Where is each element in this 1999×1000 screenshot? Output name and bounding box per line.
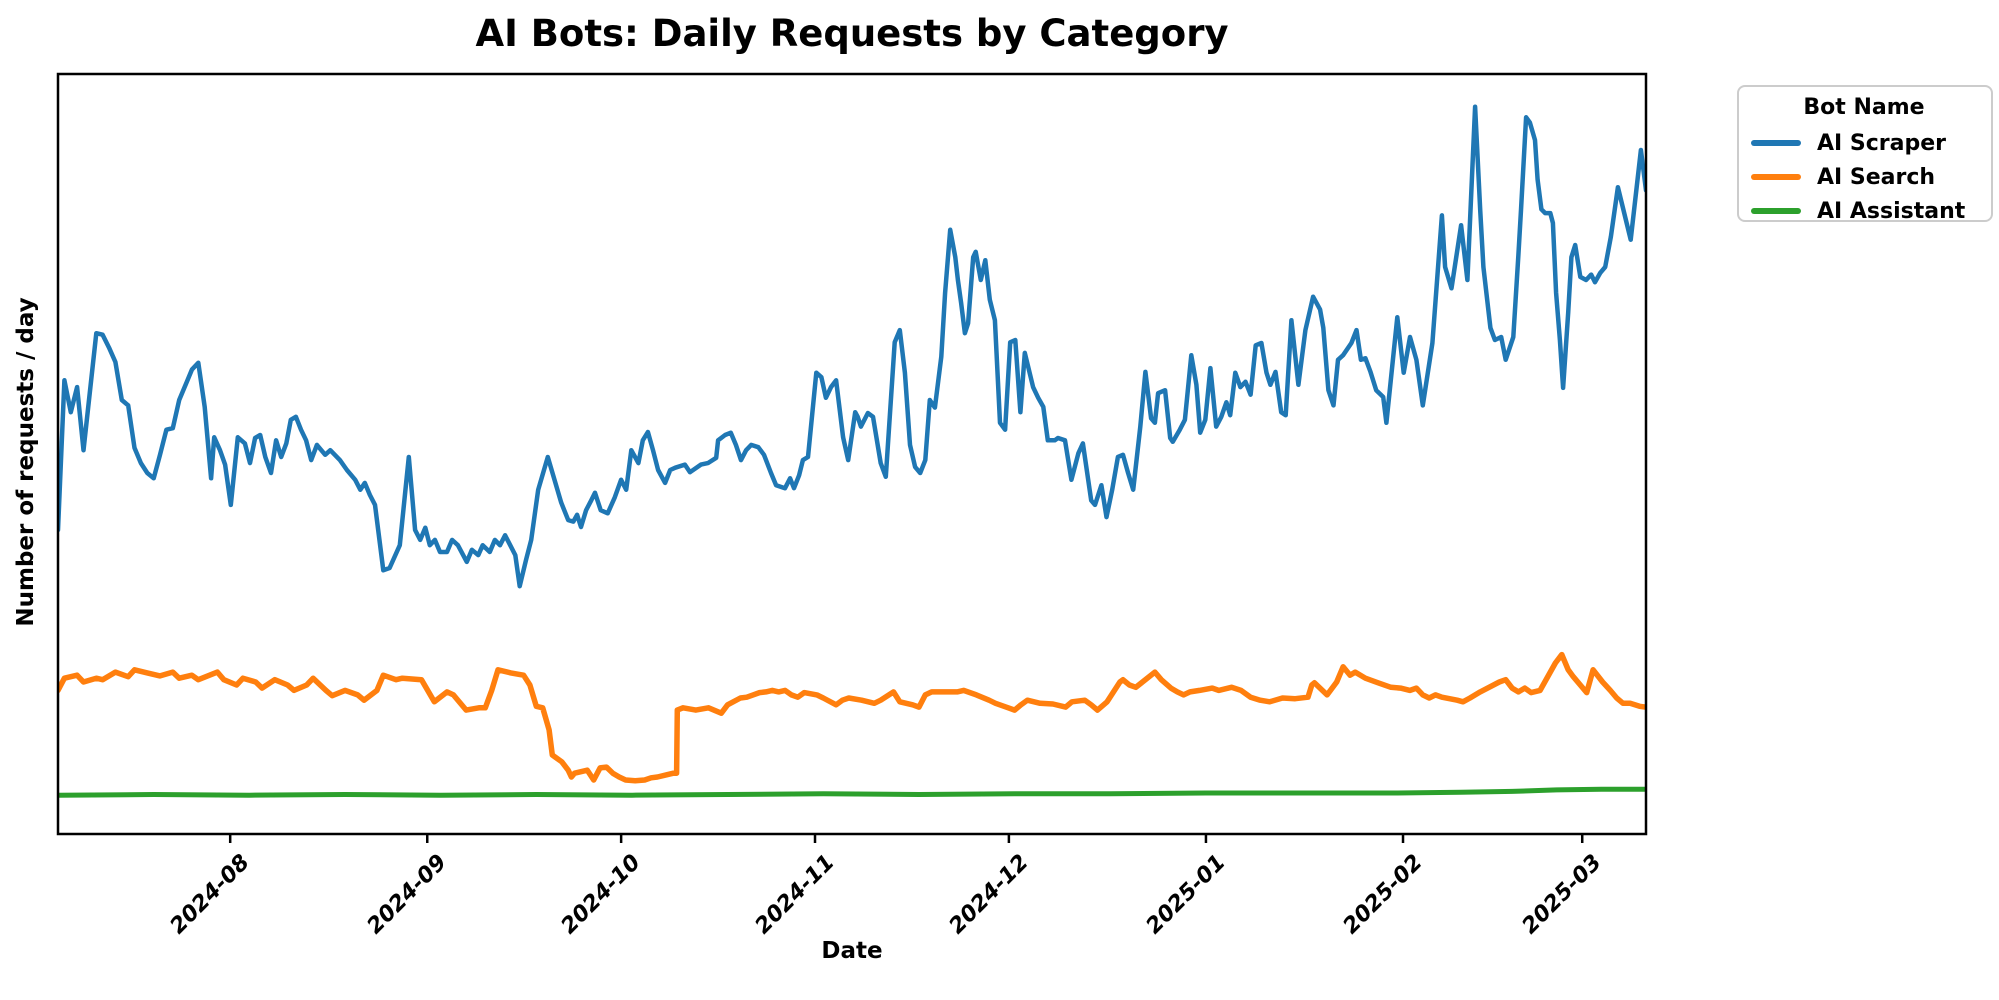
legend: Bot Name AI Scraper AI Search AI Assistant xyxy=(1737,85,1993,224)
legend-entry-label: AI Search xyxy=(1817,164,1936,190)
y-axis-label: Number of requests / day xyxy=(13,297,39,627)
legend-entry-ai-assistant: AI Assistant xyxy=(1747,194,1981,228)
legend-entry-label: AI Assistant xyxy=(1817,198,1966,224)
series-line-ai-assistant xyxy=(58,786,1646,798)
legend-line-swatch xyxy=(1751,208,1801,214)
chart-title: AI Bots: Daily Requests by Category xyxy=(475,12,1229,55)
legend-entry-ai-scraper: AI Scraper xyxy=(1747,126,1981,160)
x-axis-label: Date xyxy=(821,938,883,964)
legend-entry-ai-search: AI Search xyxy=(1747,160,1981,194)
legend-title: Bot Name xyxy=(1803,95,1925,120)
legend-line-swatch xyxy=(1751,140,1801,146)
legend-line-swatch xyxy=(1751,174,1801,180)
plot-frame xyxy=(56,72,1648,836)
legend-entry-label: AI Scraper xyxy=(1817,130,1946,156)
series-line-ai-scraper xyxy=(58,104,1646,589)
series-line-ai-search xyxy=(58,651,1646,784)
